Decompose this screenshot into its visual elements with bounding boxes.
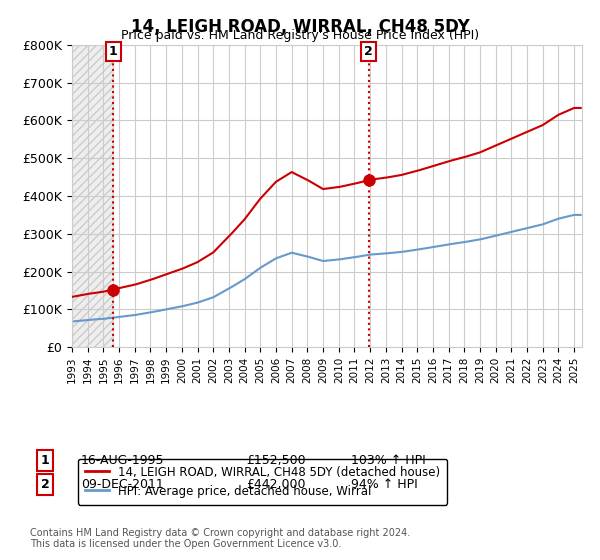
Text: 16-AUG-1995: 16-AUG-1995 bbox=[81, 454, 164, 467]
Text: 103% ↑ HPI: 103% ↑ HPI bbox=[351, 454, 426, 467]
Text: 09-DEC-2011: 09-DEC-2011 bbox=[81, 478, 164, 491]
Text: 14, LEIGH ROAD, WIRRAL, CH48 5DY: 14, LEIGH ROAD, WIRRAL, CH48 5DY bbox=[131, 18, 469, 36]
Text: Contains HM Land Registry data © Crown copyright and database right 2024.
This d: Contains HM Land Registry data © Crown c… bbox=[30, 528, 410, 549]
Text: 1: 1 bbox=[41, 454, 49, 467]
Legend: 14, LEIGH ROAD, WIRRAL, CH48 5DY (detached house), HPI: Average price, detached : 14, LEIGH ROAD, WIRRAL, CH48 5DY (detach… bbox=[78, 459, 447, 505]
Text: £152,500: £152,500 bbox=[246, 454, 305, 467]
Bar bbox=[72, 45, 113, 347]
Text: £442,000: £442,000 bbox=[246, 478, 305, 491]
Text: 2: 2 bbox=[364, 45, 373, 58]
Text: 2: 2 bbox=[41, 478, 49, 491]
Text: 1: 1 bbox=[109, 45, 118, 58]
Text: Price paid vs. HM Land Registry's House Price Index (HPI): Price paid vs. HM Land Registry's House … bbox=[121, 29, 479, 42]
Text: 94% ↑ HPI: 94% ↑ HPI bbox=[351, 478, 418, 491]
